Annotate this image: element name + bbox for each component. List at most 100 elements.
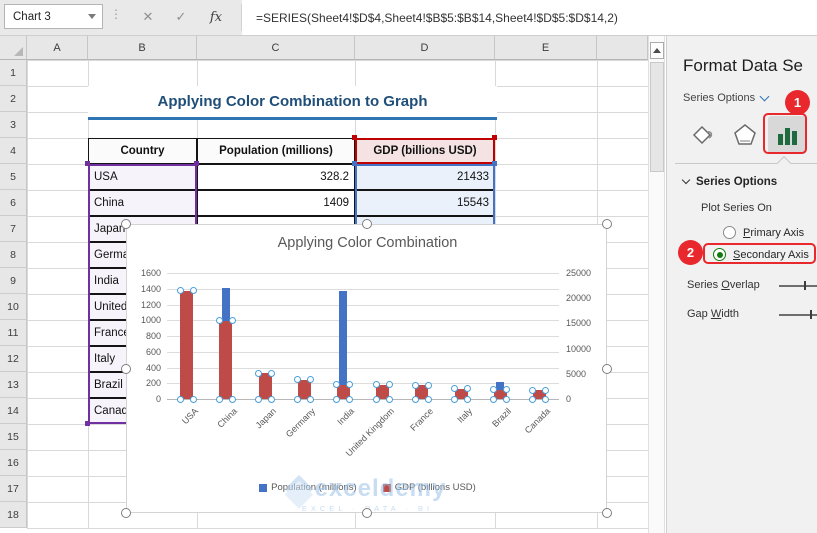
radio-secondary-axis[interactable]	[713, 248, 726, 261]
row-header-5[interactable]: 5	[0, 164, 27, 190]
column-header-E[interactable]: E	[495, 36, 597, 60]
series-selection-handle[interactable]	[451, 385, 458, 393]
chart-selection-handle[interactable]	[602, 219, 612, 229]
name-box[interactable]: Chart 3	[4, 4, 103, 29]
gdp-bar-2[interactable]	[258, 373, 272, 399]
series-selection-handle[interactable]	[464, 385, 471, 393]
series-selection-handle[interactable]	[307, 376, 315, 384]
column-header-A[interactable]: A	[27, 36, 88, 60]
tab-series-options[interactable]	[768, 116, 806, 154]
scrollbar-thumb[interactable]	[650, 62, 664, 172]
series-selection-handle[interactable]	[542, 386, 550, 394]
chart-title[interactable]: Applying Color Combination	[277, 235, 458, 251]
series-selection-handle[interactable]	[385, 381, 393, 389]
series-selection-handle[interactable]	[215, 395, 223, 403]
series-selection-handle[interactable]	[333, 381, 341, 388]
series-selection-handle[interactable]	[228, 317, 236, 325]
gdp-bar-5[interactable]	[376, 384, 390, 399]
column-header-D[interactable]: D	[355, 36, 495, 60]
series-selection-handle[interactable]	[228, 395, 236, 403]
sheet-title-cell[interactable]: Applying Color Combination to Graph	[88, 86, 497, 120]
table-cell[interactable]: USA	[88, 164, 197, 190]
tab-effects[interactable]	[726, 116, 764, 154]
gdp-bar-3[interactable]	[297, 379, 311, 399]
series-selection-handle[interactable]	[529, 386, 537, 394]
column-header-C[interactable]: C	[197, 36, 355, 60]
primary-axis-option[interactable]: Primary Axis	[723, 226, 804, 239]
radio-primary-axis[interactable]	[723, 226, 736, 239]
series-overlap-slider[interactable]	[779, 285, 817, 287]
category-range-handle[interactable]	[85, 161, 90, 166]
row-header-4[interactable]: 4	[0, 138, 27, 164]
row-header-17[interactable]: 17	[0, 476, 27, 502]
scroll-up-icon[interactable]	[650, 42, 664, 59]
tab-fill-line[interactable]	[683, 116, 721, 154]
series-options-dropdown[interactable]: Series Options	[683, 91, 770, 104]
chart-selection-handle[interactable]	[121, 508, 131, 518]
series-selection-handle[interactable]	[294, 395, 302, 403]
select-all-corner[interactable]	[0, 36, 27, 60]
row-header-12[interactable]: 12	[0, 346, 27, 372]
series-name-range-handle[interactable]	[492, 135, 497, 140]
gap-width-slider-handle[interactable]	[810, 310, 812, 319]
series-selection-handle[interactable]	[529, 395, 537, 403]
row-header-3[interactable]: 3	[0, 112, 27, 138]
series-selection-handle[interactable]	[346, 381, 354, 388]
chart-selection-handle[interactable]	[602, 363, 612, 374]
table-cell[interactable]: 15543	[355, 190, 495, 216]
table-cell[interactable]: 1409	[197, 190, 355, 216]
series-selection-handle[interactable]	[542, 395, 550, 403]
row-header-8[interactable]: 8	[0, 242, 27, 268]
table-cell[interactable]: China	[88, 190, 197, 216]
series-selection-handle[interactable]	[176, 395, 184, 403]
series-selection-handle[interactable]	[424, 381, 432, 389]
category-range-handle[interactable]	[85, 421, 90, 426]
gdp-bar-6[interactable]	[415, 385, 429, 399]
row-header-9[interactable]: 9	[0, 268, 27, 294]
chart-selection-handle[interactable]	[602, 508, 612, 518]
series-selection-handle[interactable]	[255, 369, 262, 377]
chart-selection-handle[interactable]	[361, 219, 372, 229]
chart-selection-handle[interactable]	[121, 219, 131, 229]
series-selection-handle[interactable]	[189, 287, 197, 295]
series-selection-handle[interactable]	[176, 287, 184, 295]
row-header-13[interactable]: 13	[0, 372, 27, 398]
value-range-handle[interactable]	[492, 161, 497, 166]
series-selection-handle[interactable]	[372, 381, 380, 389]
value-range-handle[interactable]	[352, 161, 357, 166]
series-selection-handle[interactable]	[255, 395, 262, 403]
gdp-bar-1[interactable]	[219, 320, 233, 399]
series-selection-handle[interactable]	[307, 395, 315, 403]
gdp-bar-4[interactable]	[336, 384, 350, 399]
cancel-icon[interactable]: ✕	[142, 9, 154, 24]
row-header-14[interactable]: 14	[0, 398, 27, 424]
row-header-18[interactable]: 18	[0, 502, 27, 528]
gdp-bar-0[interactable]	[180, 290, 194, 399]
insert-function-icon[interactable]: fx	[209, 9, 223, 25]
chart-legend[interactable]: Population (millions) GDP (billions USD)	[127, 482, 608, 493]
category-range-handle[interactable]	[194, 161, 199, 166]
series-selection-handle[interactable]	[424, 395, 432, 403]
embedded-chart[interactable]: Applying Color Combination 0 200 400 600 800…	[121, 219, 612, 518]
row-header-6[interactable]: 6	[0, 190, 27, 216]
table-header-cell[interactable]: GDP (billions USD)	[355, 138, 495, 164]
chart-selection-handle[interactable]	[361, 508, 372, 518]
secondary-axis-option[interactable]: Secondary Axis	[713, 248, 809, 261]
series-selection-handle[interactable]	[411, 395, 419, 403]
series-selection-handle[interactable]	[372, 395, 380, 403]
series-overlap-slider-handle[interactable]	[804, 281, 806, 290]
series-selection-handle[interactable]	[411, 381, 419, 389]
row-header-15[interactable]: 15	[0, 424, 27, 450]
gdp-bar-8[interactable]	[493, 389, 507, 399]
series-selection-handle[interactable]	[490, 395, 498, 403]
gdp-bar-7[interactable]	[454, 388, 468, 399]
gap-width-slider[interactable]	[779, 314, 817, 316]
legend-item[interactable]: Population (millions)	[259, 482, 357, 493]
series-selection-handle[interactable]	[503, 386, 511, 394]
series-selection-handle[interactable]	[333, 395, 341, 403]
row-header-16[interactable]: 16	[0, 450, 27, 476]
series-selection-handle[interactable]	[294, 376, 302, 384]
column-header-B[interactable]: B	[88, 36, 197, 60]
series-selection-handle[interactable]	[464, 395, 471, 403]
